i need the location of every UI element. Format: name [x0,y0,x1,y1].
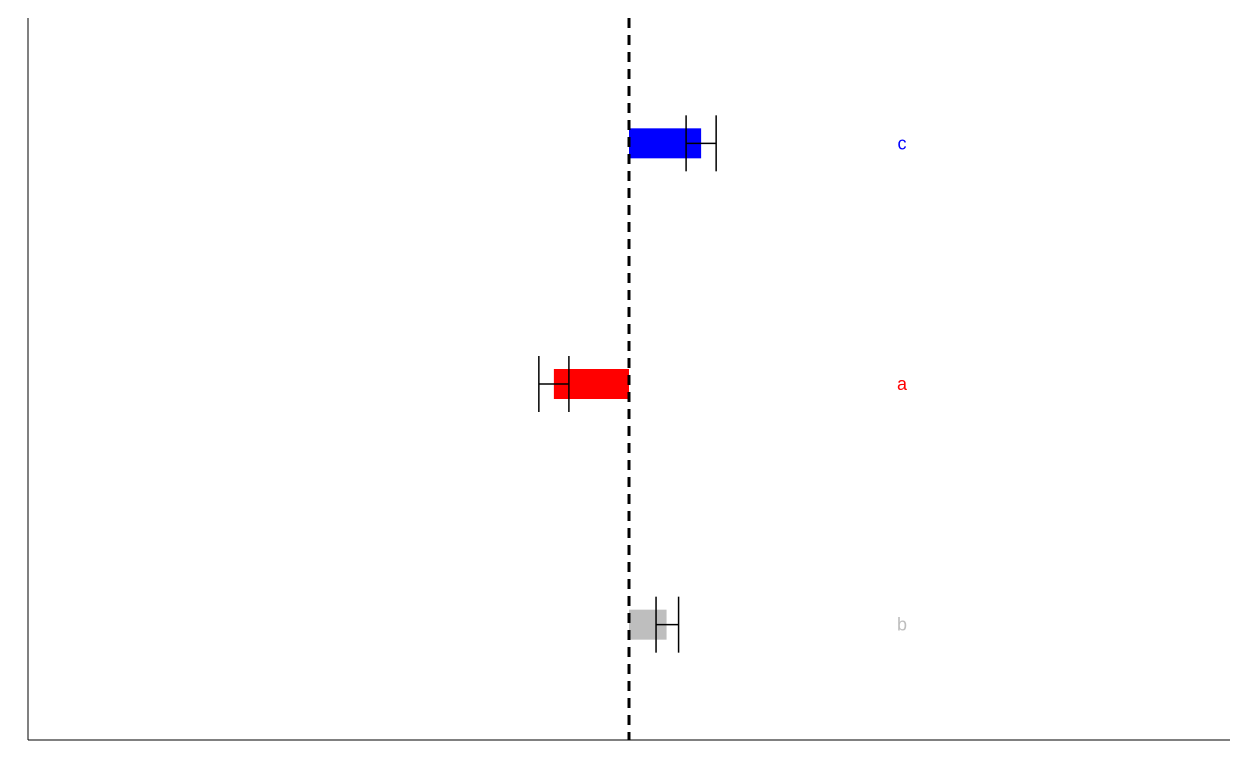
category-label-c: c [898,133,907,153]
category-labels: c a b [897,133,908,634]
bars-layer [538,115,717,653]
category-label-b: b [897,615,907,635]
category-label-a: a [897,374,908,394]
